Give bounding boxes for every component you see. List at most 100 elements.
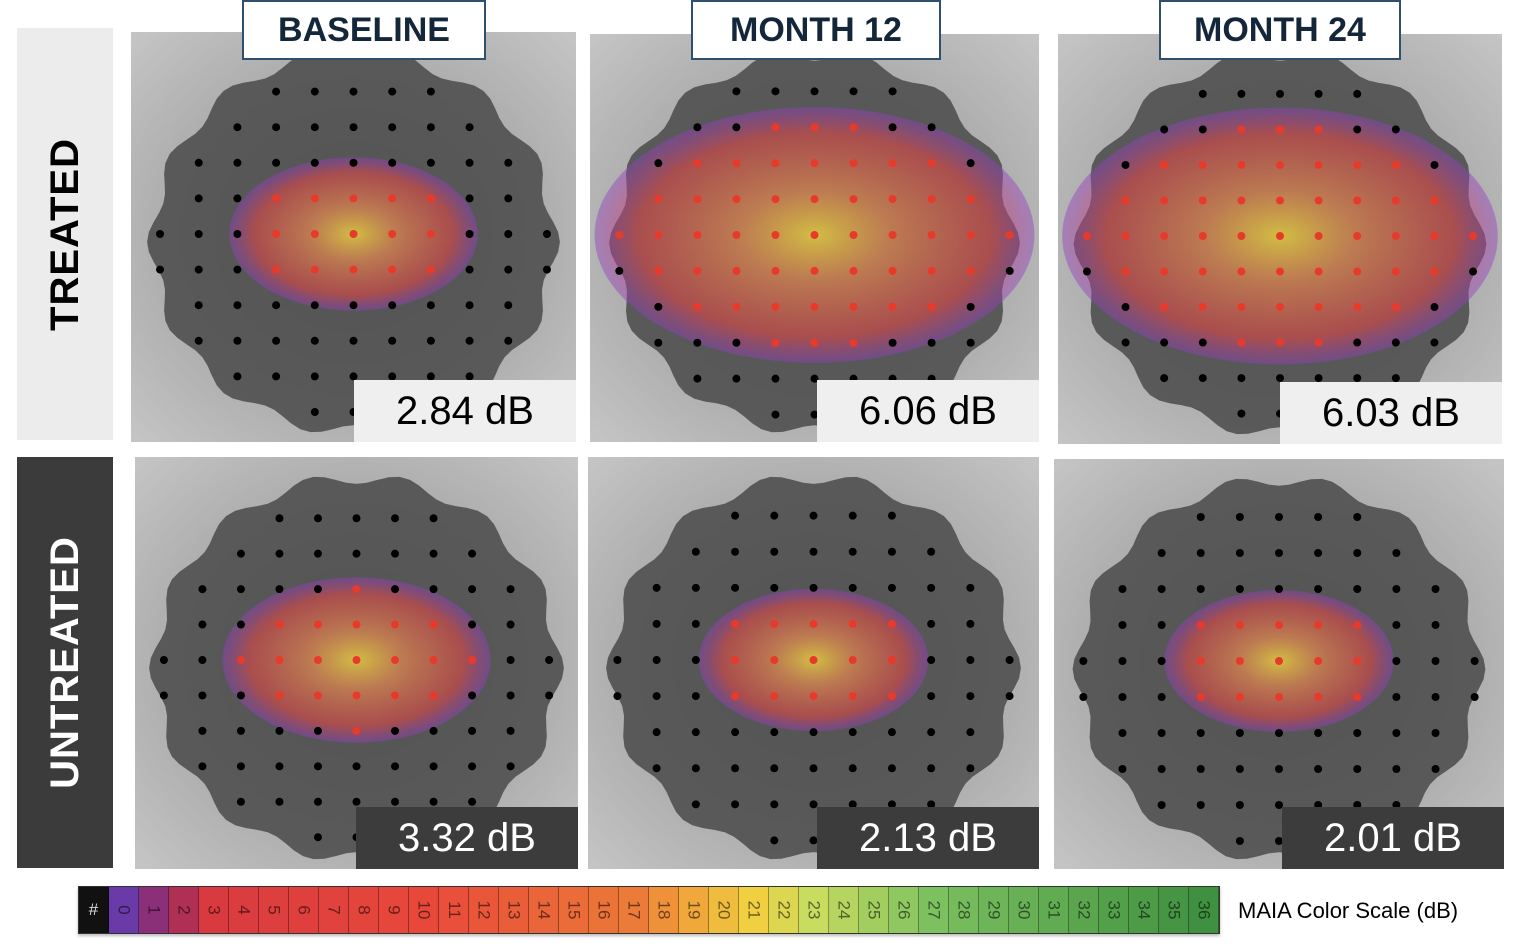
stimulus-point [426, 194, 435, 203]
stimulus-point [465, 194, 474, 203]
stimulus-point [693, 231, 702, 239]
stimulus-point [1353, 125, 1362, 134]
stimulus-point [1392, 729, 1401, 737]
stimulus-point [732, 338, 741, 347]
stimulus-point [352, 797, 361, 806]
color-scale-value: 24 [834, 900, 854, 920]
stimulus-point [1198, 232, 1207, 240]
stimulus-point [1275, 837, 1283, 845]
stimulus-point [693, 266, 702, 275]
stimulus-point [1237, 232, 1246, 240]
stimulus-point [236, 656, 245, 664]
stimulus-point [352, 762, 361, 771]
color-scale-value: 4 [234, 905, 254, 915]
stimulus-point [731, 692, 740, 701]
stimulus-point [652, 583, 661, 592]
stimulus-point [810, 87, 819, 96]
column-header-month24: MONTH 24 [1159, 0, 1401, 60]
stimulus-point [310, 336, 319, 345]
stimulus-point [1430, 196, 1439, 205]
stimulus-point [391, 797, 400, 806]
stimulus-point [1118, 621, 1127, 629]
stimulus-point [1275, 585, 1283, 593]
color-scale-cell: 17 [619, 887, 649, 933]
color-scale-value: 17 [624, 900, 644, 920]
stimulus-point [233, 194, 242, 203]
stimulus-point [1237, 160, 1246, 169]
stimulus-point [426, 265, 435, 274]
stimulus-point [848, 511, 857, 520]
stimulus-point [770, 764, 779, 773]
stimulus-point [1237, 196, 1246, 205]
stimulus-point [1160, 125, 1169, 134]
color-scale-cell: 9 [379, 887, 409, 933]
stimulus-point [1275, 657, 1283, 665]
stimulus-point [770, 836, 779, 845]
stimulus-point [1353, 693, 1362, 701]
stimulus-point [1353, 196, 1362, 205]
stimulus-point [272, 372, 281, 381]
stimulus-point [888, 338, 897, 347]
color-scale-cell: 25 [859, 887, 889, 933]
microperimetry-panel-untreated-baseline: 3.32 dB [135, 457, 578, 869]
stimulus-point [194, 301, 203, 310]
color-scale-cell: 28 [949, 887, 979, 933]
stimulus-point [615, 231, 624, 239]
stimulus-point [1276, 267, 1284, 276]
stimulus-point [1353, 160, 1362, 169]
stimulus-point [272, 336, 281, 345]
stimulus-point [732, 266, 741, 275]
stimulus-point [966, 692, 975, 701]
stimulus-point [732, 195, 741, 204]
stimulus-point [349, 265, 358, 274]
microperimetry-panel-untreated-month24: 2.01 dB [1054, 459, 1504, 869]
stimulus-point [506, 620, 515, 629]
stimulus-point [1430, 338, 1439, 347]
stimulus-point [391, 549, 400, 558]
stimulus-point [1431, 657, 1440, 665]
stimulus-point [1237, 89, 1246, 98]
color-scale-value: 19 [684, 900, 704, 920]
stimulus-point [313, 549, 322, 558]
stimulus-point [1121, 232, 1130, 240]
stimulus-point [1353, 338, 1362, 347]
stimulus-point [545, 691, 554, 700]
stimulus-point [1235, 765, 1244, 773]
stimulus-point [1469, 267, 1478, 276]
color-scale-cell: 8 [349, 887, 379, 933]
color-scale-value: 6 [294, 905, 314, 915]
color-scale-cell: 10 [409, 887, 439, 933]
stimulus-point [1276, 374, 1284, 383]
stimulus-point [1235, 585, 1244, 593]
stimulus-point [313, 797, 322, 806]
stimulus-point [927, 619, 936, 628]
stimulus-point [426, 158, 435, 167]
stimulus-point [654, 338, 663, 347]
stimulus-point [468, 797, 477, 806]
color-scale-cell: 24 [829, 887, 859, 933]
stimulus-point [1431, 693, 1440, 701]
retina-image [588, 457, 1039, 869]
stimulus-point [1391, 232, 1400, 240]
color-scale-cell: 26 [889, 887, 919, 933]
stimulus-point [1353, 765, 1362, 773]
stimulus-point [1276, 338, 1284, 347]
stimulus-point [1431, 585, 1440, 593]
stimulus-point [275, 656, 284, 664]
stimulus-point [468, 620, 477, 629]
color-scale-value: 29 [984, 900, 1004, 920]
stimulus-point [426, 230, 435, 238]
stimulus-point [352, 549, 361, 558]
stimulus-point [732, 302, 741, 311]
stimulus-point [391, 656, 400, 664]
stimulus-point [1276, 232, 1284, 240]
stimulus-point [313, 833, 322, 842]
stimulus-point [810, 338, 819, 347]
stimulus-point [275, 620, 284, 629]
stimulus-point [1430, 232, 1439, 240]
stimulus-point [771, 338, 780, 347]
stimulus-point [156, 230, 165, 238]
stimulus-point [1391, 125, 1400, 134]
stimulus-point [887, 619, 896, 628]
stimulus-point [1235, 729, 1244, 737]
